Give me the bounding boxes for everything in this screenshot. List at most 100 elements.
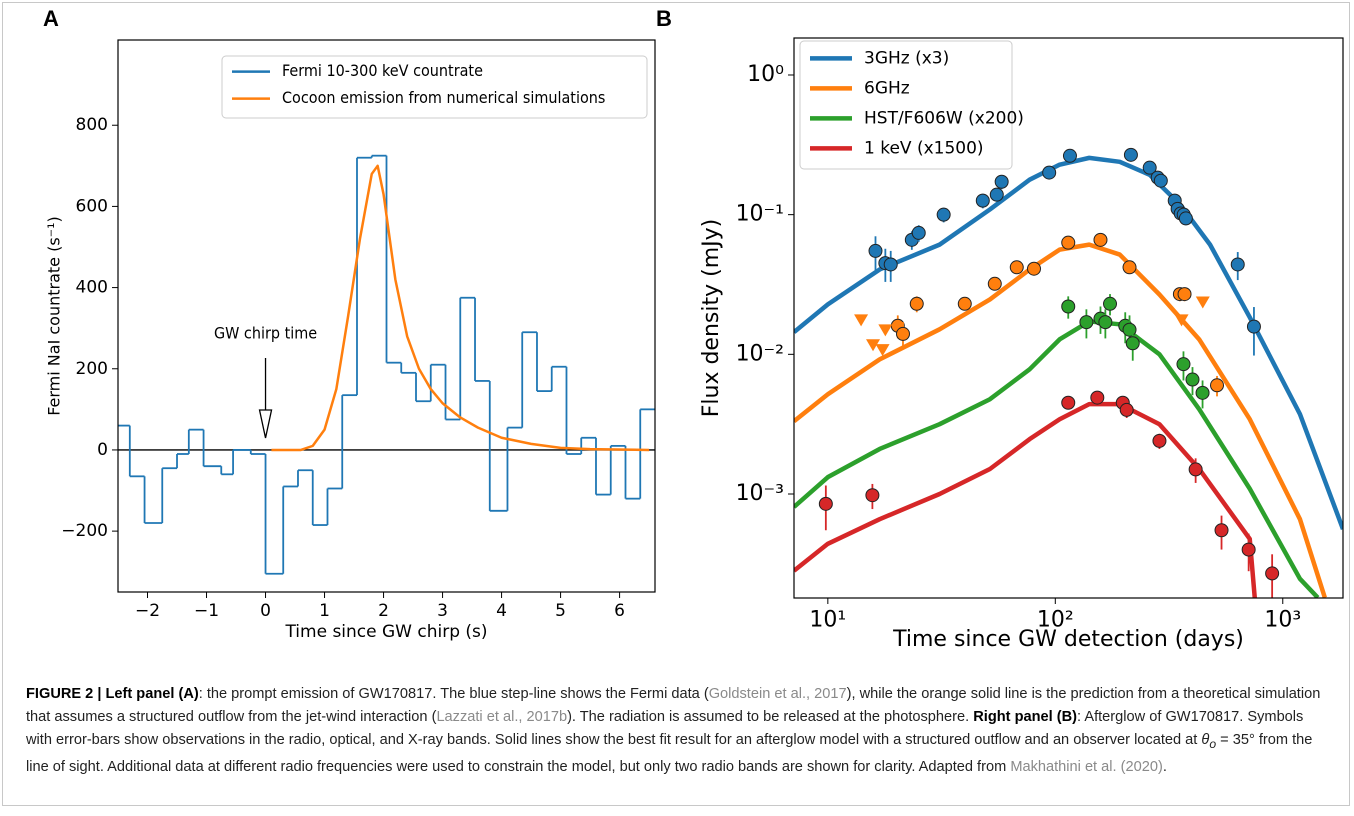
data-point: [989, 187, 1004, 202]
legend-label: HST/F606W (x200): [864, 108, 1024, 128]
x-tick-label: 4: [496, 601, 507, 621]
y-tick-label: 10⁰: [747, 62, 784, 87]
y-tick-label: 10⁻³: [736, 481, 784, 506]
data-point: [865, 488, 880, 503]
data-point: [1152, 433, 1167, 448]
data-point: [1093, 232, 1108, 247]
figure: A −2 −1 0 1 2 3 4 5 6 −200 0 200 400 600 800 Time since …: [43, 6, 1344, 652]
data-point: [1214, 523, 1229, 538]
legend-label: Cocoon emission from numerical simulatio…: [282, 88, 605, 107]
caption-text: .: [1162, 758, 1167, 775]
y-tick-label: 10⁻²: [736, 341, 784, 366]
y-tick-label: 600: [76, 196, 108, 216]
data-point: [936, 207, 951, 222]
data-point: [987, 276, 1002, 291]
data-point: [868, 243, 883, 258]
data-point: [1185, 372, 1200, 387]
model-line: [794, 401, 1257, 598]
x-tick-label: 1: [319, 601, 330, 621]
data-point: [1009, 260, 1024, 275]
x-tick-label: 2: [378, 601, 389, 621]
data-point: [1210, 378, 1225, 393]
data-point: [1103, 296, 1118, 311]
plot-area: [118, 154, 655, 575]
x-axis-label: Time since GW chirp (s): [284, 622, 487, 642]
data-point: [909, 296, 924, 311]
upper-limit: [866, 339, 881, 352]
legend-label: 1 keV (x1500): [864, 138, 984, 158]
data-point: [1122, 322, 1137, 337]
caption-text: ), while the orange solid line is the pr…: [26, 686, 1321, 725]
model-line: [794, 242, 1327, 598]
data-point: [1125, 336, 1140, 351]
math-subscript: o: [1209, 736, 1217, 751]
x-tick-label: 0: [260, 601, 271, 621]
y-axis-label: Fermi NaI countrate (s⁻¹): [45, 216, 64, 416]
x-tick-label: 6: [614, 601, 625, 621]
caption-bold: Right panel (B): [973, 709, 1078, 725]
data-point: [1188, 462, 1203, 477]
x-tick-label: −1: [194, 601, 219, 621]
panel-label: B: [656, 6, 672, 31]
upper-limit: [1195, 296, 1210, 309]
caption-text: : the prompt emission of GW170817. The b…: [198, 686, 709, 702]
legend-label: 3GHz (x3): [864, 48, 949, 68]
x-tick-label: 5: [555, 601, 566, 621]
data-point: [994, 174, 1009, 189]
upper-limit: [1174, 314, 1189, 327]
data-point: [1062, 148, 1077, 163]
data-point: [1142, 160, 1157, 175]
data-point: [1119, 402, 1134, 417]
data-point: [1061, 299, 1076, 314]
data-point: [1123, 147, 1138, 162]
data-point: [895, 326, 910, 341]
y-tick-label: −200: [61, 521, 108, 541]
caption-text: ). The radiation is assumed to be releas…: [567, 709, 974, 725]
data-point: [1042, 165, 1057, 180]
data-point: [1026, 261, 1041, 276]
y-axis-label: Flux density (mJy): [699, 219, 724, 417]
upper-limit: [854, 314, 869, 327]
legend-label: Fermi 10-300 keV countrate: [282, 61, 483, 80]
y-tick-label: 800: [76, 115, 108, 135]
data-point: [883, 257, 898, 272]
x-tick-label: −2: [135, 601, 160, 621]
data-point: [1090, 390, 1105, 405]
axes-frame: [117, 39, 656, 593]
y-tick-label: 0: [97, 440, 108, 460]
data-point: [1122, 260, 1137, 275]
y-tick-label: 400: [76, 278, 108, 298]
x-tick-label: 10²: [1037, 607, 1074, 632]
citation: Goldstein et al., 2017: [708, 686, 847, 702]
data-point: [1241, 542, 1256, 557]
y-tick-label: 10⁻¹: [736, 202, 784, 227]
data-point: [1178, 211, 1193, 226]
upper-limit: [878, 324, 893, 337]
data-point: [975, 193, 990, 208]
annotation: GW chirp time: [214, 324, 317, 343]
caption: FIGURE 2 | Left panel (A): the prompt em…: [26, 683, 1331, 779]
upper-limit: [875, 344, 890, 357]
citation: Makhathini et al. (2020): [1010, 758, 1163, 775]
data-point: [1230, 257, 1245, 272]
panel-label: A: [43, 6, 59, 31]
data-point: [1176, 357, 1191, 372]
data-point: [1098, 315, 1113, 330]
math-symbol: θ: [1201, 732, 1210, 748]
legend-box: [221, 55, 648, 119]
data-point: [818, 496, 833, 511]
model-line: [271, 164, 650, 452]
legend-label: 6GHz: [864, 78, 910, 98]
legend-box: [799, 40, 1013, 170]
data-point: [957, 296, 972, 311]
model-line: [794, 319, 1320, 598]
data-point: [1153, 173, 1168, 188]
data-point: [1061, 235, 1076, 250]
data-point: [1195, 385, 1210, 400]
y-tick-label: 200: [76, 359, 108, 379]
data-point: [1246, 319, 1261, 334]
plot-area: [794, 147, 1343, 598]
x-tick-label: 10³: [1264, 607, 1301, 632]
